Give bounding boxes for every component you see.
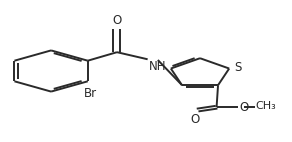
Text: Br: Br [84,87,97,100]
Text: NH: NH [149,60,167,73]
Text: O: O [190,113,199,126]
Text: CH₃: CH₃ [255,102,276,111]
Text: O: O [112,14,121,27]
Text: O: O [239,101,248,114]
Text: S: S [234,61,242,74]
